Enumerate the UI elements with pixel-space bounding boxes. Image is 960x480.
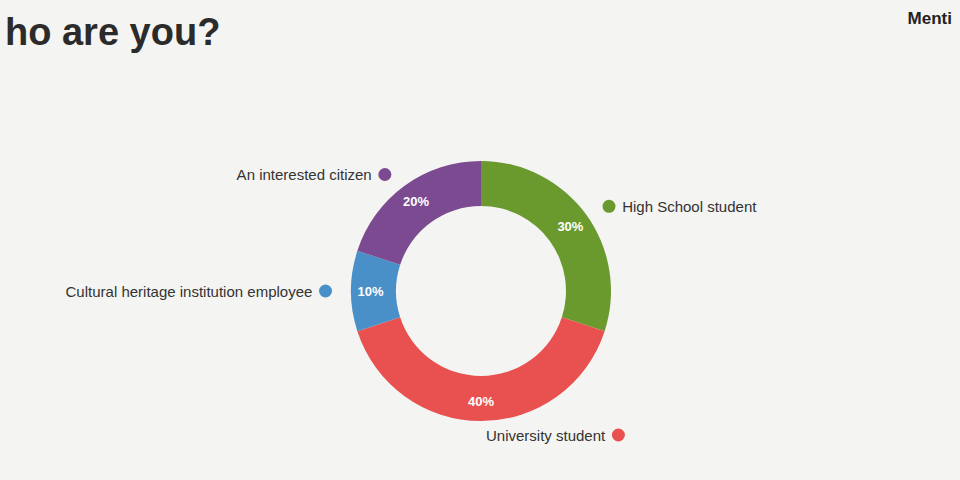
svg-text:University student: University student — [486, 427, 606, 444]
svg-text:40%: 40% — [468, 394, 494, 409]
svg-text:Menti: Menti — [908, 9, 952, 28]
svg-text:An interested citizen: An interested citizen — [237, 166, 372, 183]
svg-text:30%: 30% — [557, 219, 583, 234]
svg-text:ho are you?: ho are you? — [5, 11, 220, 53]
svg-text:Cultural heritage institution: Cultural heritage institution employee — [66, 283, 313, 300]
svg-text:High School student: High School student — [622, 198, 757, 215]
svg-text:10%: 10% — [357, 284, 383, 299]
svg-text:20%: 20% — [403, 194, 429, 209]
